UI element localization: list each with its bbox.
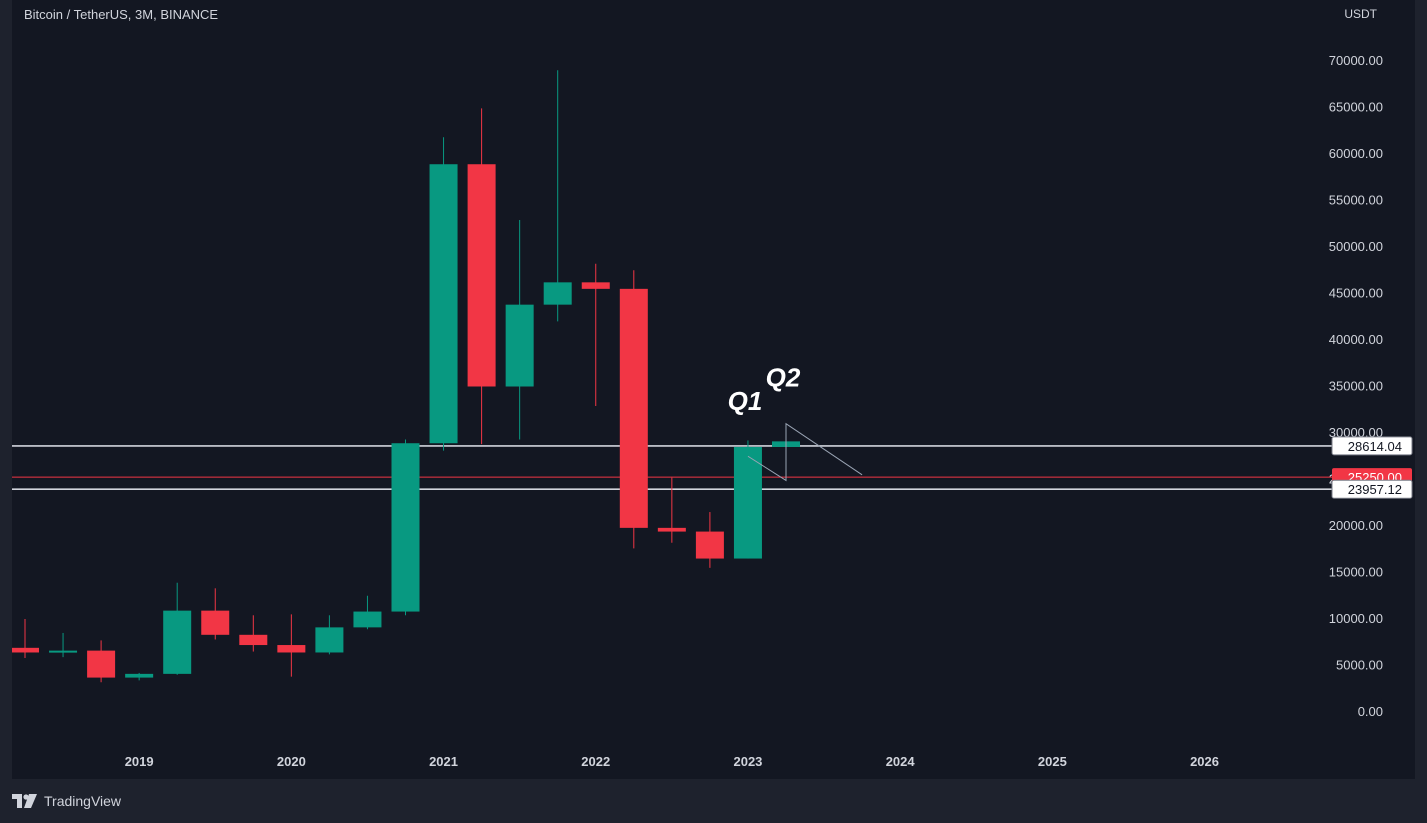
brand[interactable]: TradingView <box>12 793 121 809</box>
y-tick-label: 45000.00 <box>1329 286 1383 301</box>
candle-body <box>429 164 458 444</box>
chart-annotation: Q2 <box>766 363 801 393</box>
x-tick-label: 2025 <box>1038 754 1067 769</box>
candle-body <box>391 443 420 612</box>
y-tick-label: 5000.00 <box>1336 658 1383 673</box>
price-axis-label: 23957.12 <box>1348 482 1402 497</box>
y-tick-label: 60000.00 <box>1329 146 1383 161</box>
candle-body <box>581 282 610 289</box>
candle-body <box>87 650 116 678</box>
price-axis-label-bg <box>1331 436 1413 456</box>
candle-body <box>201 610 230 635</box>
price-axis-label: 28614.04 <box>1348 439 1402 454</box>
projection-path <box>747 422 863 482</box>
candle-body <box>49 650 78 653</box>
y-tick-label: 65000.00 <box>1329 100 1383 115</box>
candle-body <box>353 611 382 628</box>
chart-annotation: Q1 <box>728 386 763 416</box>
candle-body <box>695 531 724 559</box>
footer: TradingView <box>0 779 1427 823</box>
y-tick-label: 35000.00 <box>1329 379 1383 394</box>
candle-body <box>315 627 344 653</box>
x-tick-label: 2019 <box>125 754 154 769</box>
x-tick-label: 2023 <box>733 754 762 769</box>
y-tick-label: 0.00 <box>1358 704 1383 719</box>
chart-panel[interactable]: 0.005000.0010000.0015000.0020000.0025000… <box>12 0 1415 779</box>
brand-name: TradingView <box>44 793 122 809</box>
candle-body <box>277 645 306 653</box>
candle-body <box>543 282 572 305</box>
x-tick-label: 2026 <box>1190 754 1219 769</box>
price-axis-unit: USDT <box>1344 7 1377 21</box>
y-tick-label: 55000.00 <box>1329 193 1383 208</box>
candle-body <box>657 527 686 532</box>
y-tick-label: 20000.00 <box>1329 518 1383 533</box>
symbol-title: Bitcoin / TetherUS, 3M, BINANCE <box>24 7 219 22</box>
candle-body <box>163 610 192 674</box>
tradingview-logo-icon <box>12 794 37 808</box>
y-tick-label: 15000.00 <box>1329 565 1383 580</box>
candle-body <box>467 164 496 387</box>
candle-body <box>125 673 154 678</box>
candle-body <box>619 288 648 528</box>
price-axis-label-bg <box>1331 479 1413 499</box>
candle-body <box>12 647 39 653</box>
x-tick-label: 2022 <box>581 754 610 769</box>
candle-body <box>505 304 534 387</box>
y-tick-label: 40000.00 <box>1329 332 1383 347</box>
y-tick-label: 50000.00 <box>1329 239 1383 254</box>
candlestick-chart[interactable]: 0.005000.0010000.0015000.0020000.0025000… <box>12 0 1415 779</box>
candle-body <box>733 446 762 559</box>
candle-body <box>239 634 268 646</box>
y-tick-label: 70000.00 <box>1329 53 1383 68</box>
x-tick-label: 2024 <box>886 754 916 769</box>
x-tick-label: 2021 <box>429 754 458 769</box>
y-tick-label: 10000.00 <box>1329 611 1383 626</box>
y-tick-label: 30000.00 <box>1329 425 1383 440</box>
x-tick-label: 2020 <box>277 754 306 769</box>
